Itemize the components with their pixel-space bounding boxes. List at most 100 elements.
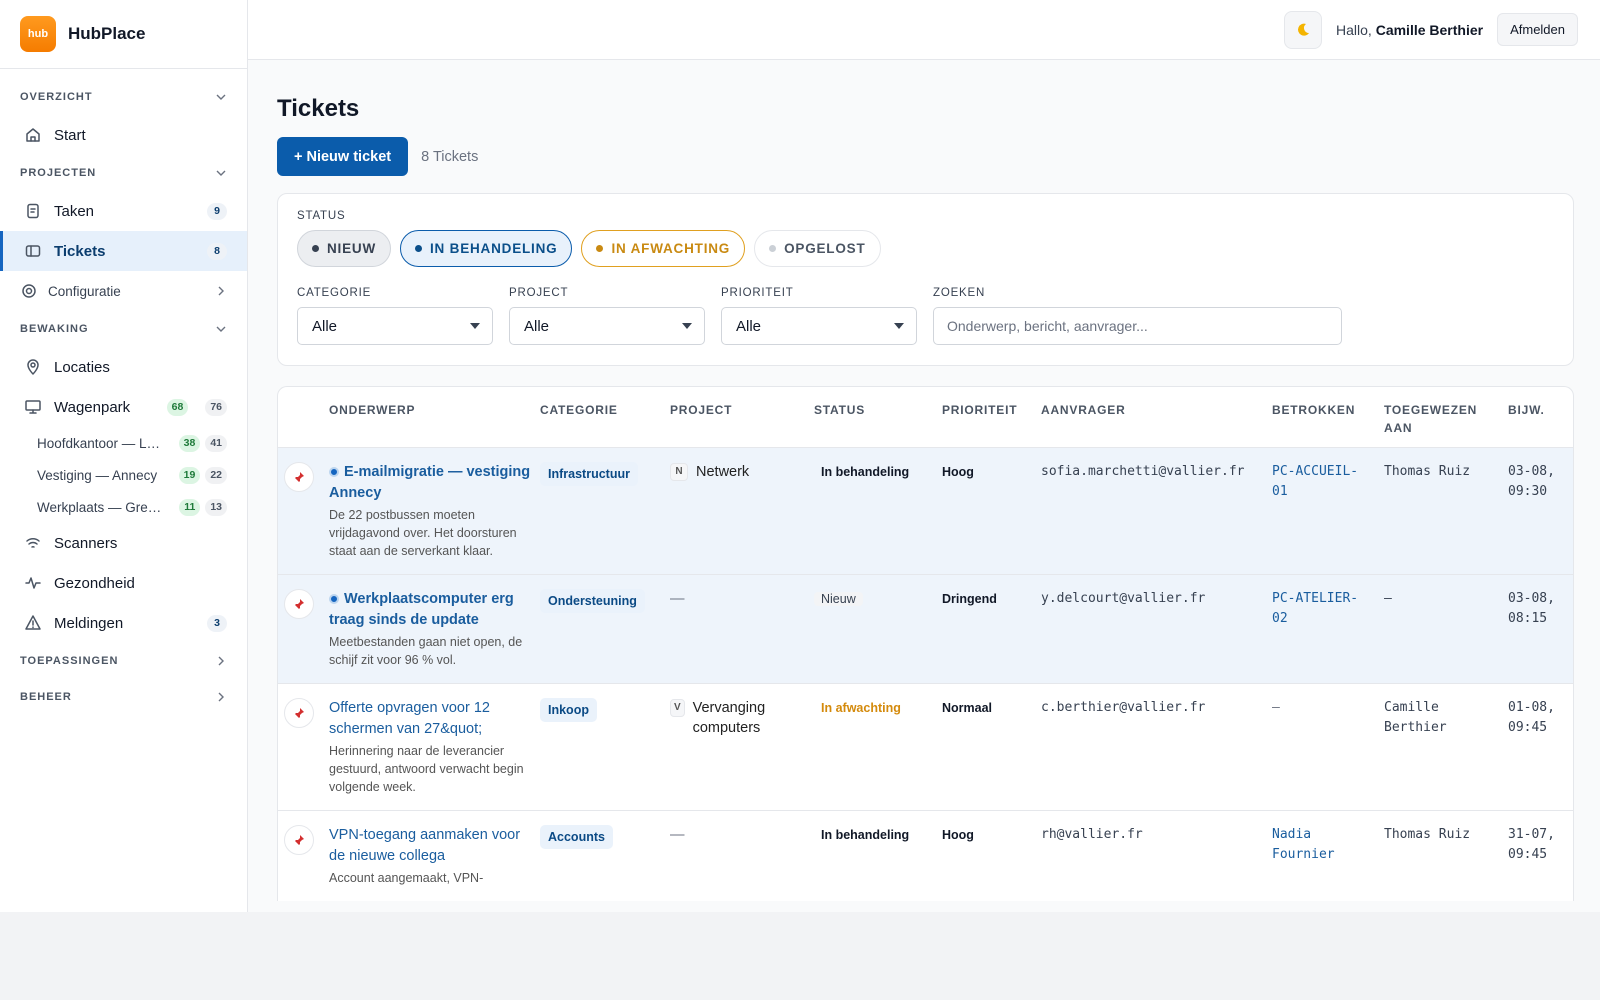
logout-button[interactable]: Afmelden xyxy=(1497,13,1578,46)
toolbar: + Nieuw ticket 8 Tickets xyxy=(277,137,1574,176)
nav-item[interactable]: Meldingen 3 xyxy=(0,603,247,643)
caret xyxy=(470,323,480,329)
nav-label: Locaties xyxy=(54,358,110,376)
status-chip[interactable]: IN BEHANDELING xyxy=(400,230,573,267)
subject: Offerte opvragen voor 12 schermen van 27… xyxy=(329,699,490,737)
project: V Vervanging computers xyxy=(670,698,806,738)
status-chip[interactable]: OPGELOST xyxy=(754,230,881,267)
chip-dot xyxy=(415,245,422,252)
select[interactable]: Alle xyxy=(297,307,493,345)
select[interactable]: Alle xyxy=(509,307,705,345)
icon xyxy=(25,245,41,257)
nav-item[interactable]: Locaties xyxy=(0,347,247,387)
pin-button[interactable] xyxy=(284,461,314,492)
involved[interactable]: PC-ACCUEIL-01 xyxy=(1272,446,1384,574)
select[interactable]: Alle xyxy=(721,307,917,345)
chip-label: OPGELOST xyxy=(784,241,866,256)
pin-button[interactable] xyxy=(284,697,314,728)
nav-item[interactable]: Gezondheid xyxy=(0,563,247,603)
page-title: Tickets xyxy=(277,95,360,122)
content: Tickets + Nieuw ticket 8 Tickets STATUS … xyxy=(248,95,1600,901)
section-label: PROJECTEN xyxy=(20,167,97,179)
priority: Dringend xyxy=(942,591,997,606)
pin-button[interactable] xyxy=(284,824,314,855)
subject-link[interactable]: Werkplaatscomputer erg traag sinds de up… xyxy=(329,589,532,631)
column-header xyxy=(278,387,329,447)
pin-icon xyxy=(294,707,304,719)
moon-icon xyxy=(1298,23,1310,36)
theme-toggle[interactable] xyxy=(1284,10,1323,49)
nav-section[interactable]: OVERZICHT xyxy=(0,79,247,115)
ticket-count: 8 Tickets xyxy=(421,148,479,165)
brand[interactable]: hub HubPlace xyxy=(0,0,247,69)
ticket-row[interactable]: Offerte opvragen voor 12 schermen van 27… xyxy=(278,682,1573,810)
unread-dot xyxy=(329,466,339,477)
select-value: Alle xyxy=(524,317,550,335)
nav-label: Configuratie xyxy=(48,283,121,299)
pin-icon xyxy=(294,598,304,610)
filter-label: STATUS xyxy=(297,210,346,222)
chip-label: IN BEHANDELING xyxy=(430,241,558,256)
filter-label: PROJECT xyxy=(509,287,569,299)
nav-section[interactable]: PROJECTEN xyxy=(0,155,247,191)
nav-item[interactable]: Tickets 8 xyxy=(0,231,247,271)
nav-section[interactable]: BEHEER xyxy=(0,679,247,715)
category-tag: Accounts xyxy=(540,824,613,849)
main: Hallo, Camille Berthier Afmelden Tickets… xyxy=(248,0,1600,912)
section-label: BEHEER xyxy=(20,691,72,703)
description: Herinnering naar de leverancier gestuurd… xyxy=(329,743,524,794)
search-input[interactable]: Onderwerp, bericht, aanvrager... xyxy=(933,307,1342,345)
subject: Werkplaatscomputer erg traag sinds de up… xyxy=(329,590,514,628)
involved[interactable]: PC-ATELIER-02 xyxy=(1272,573,1384,683)
nav-subitem[interactable]: Hoofdkantoor — L… 38 41 xyxy=(0,427,247,459)
nav-item[interactable]: Taken 9 xyxy=(0,191,247,231)
nav-subitem[interactable]: Werkplaats — Gre… 11 13 xyxy=(0,491,247,523)
section-label: BEWAKING xyxy=(20,323,89,335)
ticket-row[interactable]: E-mailmigratie — vestiging Annecy De 22 p… xyxy=(278,446,1573,574)
ticket-row[interactable]: VPN-toegang aanmaken voor de nieuwe coll… xyxy=(278,809,1573,901)
subject-link[interactable]: Offerte opvragen voor 12 schermen van 27… xyxy=(329,698,532,740)
category-tag: Ondersteuning xyxy=(540,588,645,613)
updated: 03-08, 09:30 xyxy=(1508,446,1573,574)
column-header: ONDERWERP xyxy=(329,403,416,417)
involved[interactable]: Nadia Fournier xyxy=(1272,809,1384,901)
nav-item[interactable]: Scanners xyxy=(0,523,247,563)
nav-label: Tickets xyxy=(54,242,106,260)
nav-label: Scanners xyxy=(54,534,118,552)
nav-section[interactable]: TOEPASSINGEN xyxy=(0,643,247,679)
caret xyxy=(894,323,904,329)
placeholder: Onderwerp, bericht, aanvrager... xyxy=(947,318,1148,334)
nav-section[interactable]: BEWAKING xyxy=(0,311,247,347)
nav-item[interactable]: Start xyxy=(0,115,247,155)
subject-link[interactable]: E-mailmigratie — vestiging Annecy xyxy=(329,462,532,504)
badge: 76 xyxy=(205,398,227,416)
category-cell: Accounts xyxy=(540,809,670,901)
involved: — xyxy=(1272,682,1384,810)
pin-cell xyxy=(278,809,329,901)
nav-item[interactable]: Wagenpark 68 76 xyxy=(0,387,247,427)
status: In behandeling xyxy=(821,827,910,842)
select-value: Alle xyxy=(312,317,338,335)
nav-subitem[interactable]: Vestiging — Annecy 19 22 xyxy=(0,459,247,491)
status-chip[interactable]: NIEUW xyxy=(297,230,391,267)
category-tag: Inkoop xyxy=(540,697,597,722)
filter: CATEGORIE Alle xyxy=(297,287,493,345)
icon xyxy=(22,284,36,298)
badge: 3 xyxy=(207,614,227,632)
status-chip[interactable]: IN AFWACHTING xyxy=(581,230,746,267)
description: De 22 postbussen moeten vrijdagavond ove… xyxy=(329,507,517,558)
chevron xyxy=(218,286,224,296)
project-cell: V Vervanging computers xyxy=(670,682,814,810)
chip-label: NIEUW xyxy=(327,241,376,256)
new-ticket-button[interactable]: + Nieuw ticket xyxy=(277,137,409,176)
pin-button[interactable] xyxy=(284,588,314,619)
badge: 68 xyxy=(166,398,189,416)
ticket-row[interactable]: Werkplaatscomputer erg traag sinds de up… xyxy=(278,573,1573,683)
chevron xyxy=(216,326,226,332)
assigned: Camille Berthier xyxy=(1384,682,1508,810)
category-cell: Inkoop xyxy=(540,682,670,810)
subject-cell: E-mailmigratie — vestiging Annecy De 22 p… xyxy=(329,446,540,574)
subject-link[interactable]: VPN-toegang aanmaken voor de nieuwe coll… xyxy=(329,825,532,867)
nav-item[interactable]: Configuratie xyxy=(0,271,247,311)
badge: 8 xyxy=(207,242,227,260)
